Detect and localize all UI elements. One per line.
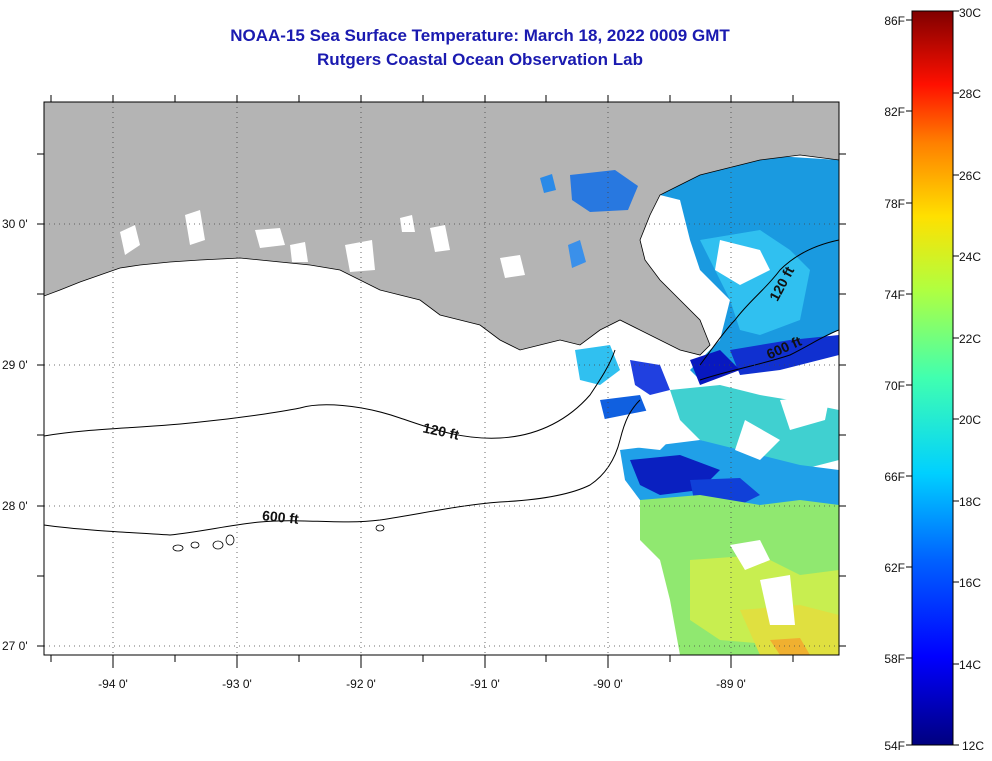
colorbar-f-label: 62F: [884, 561, 905, 575]
colorbar-c-label: 18C: [959, 495, 981, 509]
contour-600ft-east: [699, 329, 839, 381]
colorbar-f-label: 86F: [884, 14, 905, 28]
lake-maurepas: [540, 174, 556, 193]
colorbar-c-label: 26C: [959, 169, 981, 183]
lat-label: 29 0': [2, 358, 28, 372]
colorbar-f-label: 82F: [884, 105, 905, 119]
map-subtitle: Rutgers Coastal Ocean Observation Lab: [317, 50, 643, 69]
colorbar-c-label: 14C: [959, 658, 981, 672]
lon-labels: -94 0' -93 0' -92 0' -91 0' -90 0' -89 0…: [98, 677, 746, 691]
map-title: NOAA-15 Sea Surface Temperature: March 1…: [230, 26, 730, 45]
colorbar-c-label: 28C: [959, 87, 981, 101]
lat-label: 27 0': [2, 639, 28, 653]
graticule: [44, 102, 839, 655]
lake-pontchartrain: [570, 170, 638, 212]
lon-label: -90 0': [593, 677, 623, 691]
contour-120ft-west: [44, 349, 616, 439]
colorbar: 86F 82F 78F 74F 70F 66F 62F 58F 54F 30C …: [884, 6, 984, 753]
colorbar-c-label: 24C: [959, 250, 981, 264]
lon-label: -89 0': [716, 677, 746, 691]
lat-label: 30 0': [2, 217, 28, 231]
colorbar-f-label: 70F: [884, 379, 905, 393]
lon-label: -93 0': [222, 677, 252, 691]
colorbar-c-label: 22C: [959, 332, 981, 346]
colorbar-f-label: 78F: [884, 197, 905, 211]
lon-label: -92 0': [346, 677, 376, 691]
seamounts: [172, 524, 385, 552]
colorbar-c-label: 16C: [959, 576, 981, 590]
colorbar-c-label: 30C: [959, 6, 981, 20]
contour-120ft-east: [699, 239, 839, 366]
contour-600ft-west: [44, 399, 641, 536]
colorbar-c-label: 12C: [962, 739, 984, 753]
lat-labels: 30 0' 29 0' 28 0' 27 0': [2, 217, 28, 653]
depth-contours: [44, 239, 839, 536]
colorbar-f-label: 66F: [884, 470, 905, 484]
colorbar-f-label: 74F: [884, 288, 905, 302]
inland-water: [568, 240, 586, 268]
lon-label: -94 0': [98, 677, 128, 691]
colorbar-f-label: 54F: [884, 739, 905, 753]
colorbar-ticks: [906, 10, 959, 746]
axis-ticks: [37, 95, 846, 668]
map-frame: [43, 101, 840, 656]
lon-label: -91 0': [470, 677, 500, 691]
colorbar-c-label: 20C: [959, 413, 981, 427]
colorbar-ramp: [911, 10, 954, 746]
lat-label: 28 0': [2, 499, 28, 513]
contour-label-120ft-west: 120 ft: [421, 419, 460, 442]
contour-label-600ft-west: 600 ft: [261, 507, 299, 527]
land-lakes: [120, 210, 525, 278]
colorbar-f-label: 58F: [884, 652, 905, 666]
